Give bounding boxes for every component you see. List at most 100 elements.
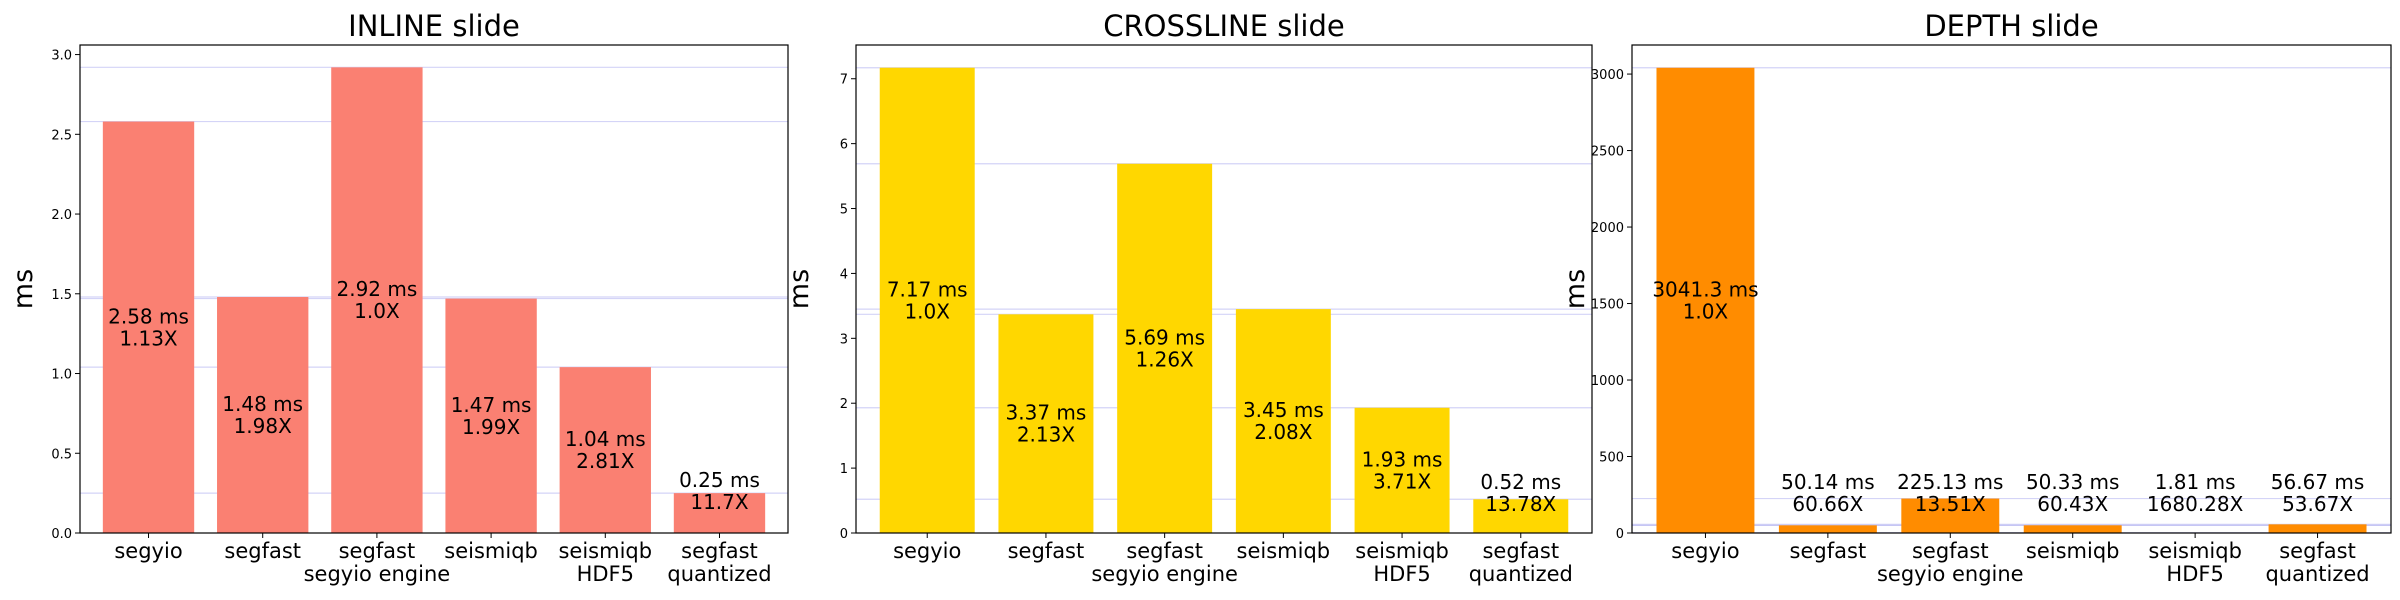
x-tick-label: seismiqb (444, 539, 538, 563)
bar-value-label: 0.25 ms (679, 468, 760, 492)
bar-speedup-label: 1.13X (119, 326, 178, 350)
bar-speedup-label: 1.26X (1136, 347, 1195, 371)
x-tick-label: segyio (1671, 539, 1739, 563)
bar-speedup-label: 1.99X (462, 415, 521, 439)
y-tick-label: 1.5 (51, 288, 72, 303)
x-tick-label: quantized (1469, 562, 1573, 586)
chart-title: INLINE slide (348, 9, 520, 43)
plot-frame (79, 44, 789, 534)
x-tick-label: segfast (1482, 539, 1559, 563)
bar-speedup-label: 53.67X (2282, 492, 2353, 516)
y-tick-label: 2000 (1591, 221, 1624, 236)
bar-value-label: 1.93 ms (1362, 447, 1443, 471)
y-tick-label: 2 (840, 397, 848, 412)
bar (102, 121, 195, 534)
bar-speedup-label: 3.71X (1373, 469, 1432, 493)
bar (879, 67, 975, 533)
y-tick-label: 1.0 (51, 368, 72, 383)
bar-value-label: 50.14 ms (1781, 470, 1875, 494)
bar (331, 67, 423, 534)
x-tick-label: segyio (893, 539, 961, 563)
bar (1473, 499, 1569, 533)
bar (559, 367, 651, 533)
bar-speedup-label: 60.66X (1792, 492, 1863, 516)
x-tick-label: segfast (1790, 539, 1867, 563)
bar (217, 296, 309, 533)
bar-value-label: 1.48 ms (222, 392, 303, 416)
bar-speedup-label: 60.43X (2037, 492, 2108, 516)
bar-speedup-label: 1.0X (904, 299, 950, 323)
bar-value-label: 56.67 ms (2271, 470, 2365, 494)
y-tick-label: 500 (1599, 451, 1624, 466)
bar-value-label: 3.37 ms (1006, 401, 1087, 425)
y-tick-label: 1 (840, 462, 848, 477)
y-tick-label: 2500 (1591, 145, 1624, 160)
x-tick-label: quantized (2265, 562, 2369, 586)
bar (1656, 67, 1755, 533)
x-tick-label: quantized (667, 562, 771, 586)
bar (1235, 309, 1331, 533)
plot-frame (855, 44, 1593, 534)
bar (1901, 498, 2000, 533)
bar-speedup-label: 1.98X (234, 414, 293, 438)
y-tick-label: 2.5 (51, 128, 72, 143)
bar-value-label: 3.45 ms (1243, 398, 1324, 422)
bar-speedup-label: 2.08X (1254, 420, 1313, 444)
y-tick-label: 5 (840, 203, 848, 218)
y-tick-label: 3000 (1591, 68, 1624, 83)
bar (445, 298, 537, 533)
bar (1117, 163, 1213, 534)
x-tick-label: seismiqb (1355, 539, 1449, 563)
x-tick-label: seismiqb (2026, 539, 2120, 563)
bar (998, 314, 1094, 533)
bar-speedup-label: 13.78X (1485, 492, 1556, 516)
y-tick-label: 0 (1616, 527, 1624, 542)
x-tick-label: segfast (1126, 539, 1203, 563)
x-tick-label: segfast (681, 539, 758, 563)
bar-value-label: 1.04 ms (565, 427, 646, 451)
chart-title: CROSSLINE slide (1103, 9, 1344, 43)
y-tick-label: 3.0 (51, 49, 72, 64)
bar-speedup-label: 1680.28X (2147, 492, 2244, 516)
bar-value-label: 2.92 ms (337, 277, 418, 301)
bar-speedup-label: 2.13X (1017, 423, 1076, 447)
x-tick-label: segyio engine (1877, 562, 2024, 586)
bar-value-label: 5.69 ms (1124, 325, 1205, 349)
y-axis-label: ms (784, 269, 815, 309)
y-tick-label: 2.0 (51, 208, 72, 223)
y-tick-label: 7 (840, 73, 848, 88)
bar-value-label: 0.52 ms (1480, 470, 1561, 494)
chart-title: DEPTH slide (1924, 9, 2098, 43)
x-tick-label: seismiqb (2148, 539, 2242, 563)
bar (1354, 407, 1450, 533)
y-axis-label: ms (1560, 269, 1591, 309)
plot-frame (1631, 44, 2392, 534)
y-tick-label: 6 (840, 138, 848, 153)
bar-value-label: 1.47 ms (451, 393, 532, 417)
y-tick-label: 4 (840, 267, 848, 282)
x-tick-label: segfast (224, 539, 301, 563)
y-tick-label: 0.0 (51, 527, 72, 542)
x-tick-label: segyio engine (1091, 562, 1238, 586)
y-axis-label: ms (8, 269, 39, 309)
bar-value-label: 50.33 ms (2026, 470, 2120, 494)
bar-speedup-label: 1.0X (354, 299, 400, 323)
bar-value-label: 1.81 ms (2155, 470, 2236, 494)
bar (2023, 525, 2122, 533)
bar-value-label: 2.58 ms (108, 304, 189, 328)
x-tick-label: HDF5 (2166, 562, 2223, 586)
x-tick-label: segfast (339, 539, 416, 563)
x-tick-label: segyio (114, 539, 182, 563)
y-tick-label: 1000 (1591, 374, 1624, 389)
bar-value-label: 3041.3 ms (1652, 277, 1758, 301)
bar (2268, 524, 2367, 533)
bar-speedup-label: 1.0X (1683, 299, 1729, 323)
y-tick-label: 0.5 (51, 447, 72, 462)
bar-speedup-label: 11.7X (690, 490, 749, 514)
bar-speedup-label: 2.81X (576, 449, 635, 473)
bar-value-label: 225.13 ms (1897, 470, 2003, 494)
y-tick-label: 1500 (1591, 298, 1624, 313)
x-tick-label: segfast (1912, 539, 1989, 563)
x-tick-label: segyio engine (304, 562, 451, 586)
